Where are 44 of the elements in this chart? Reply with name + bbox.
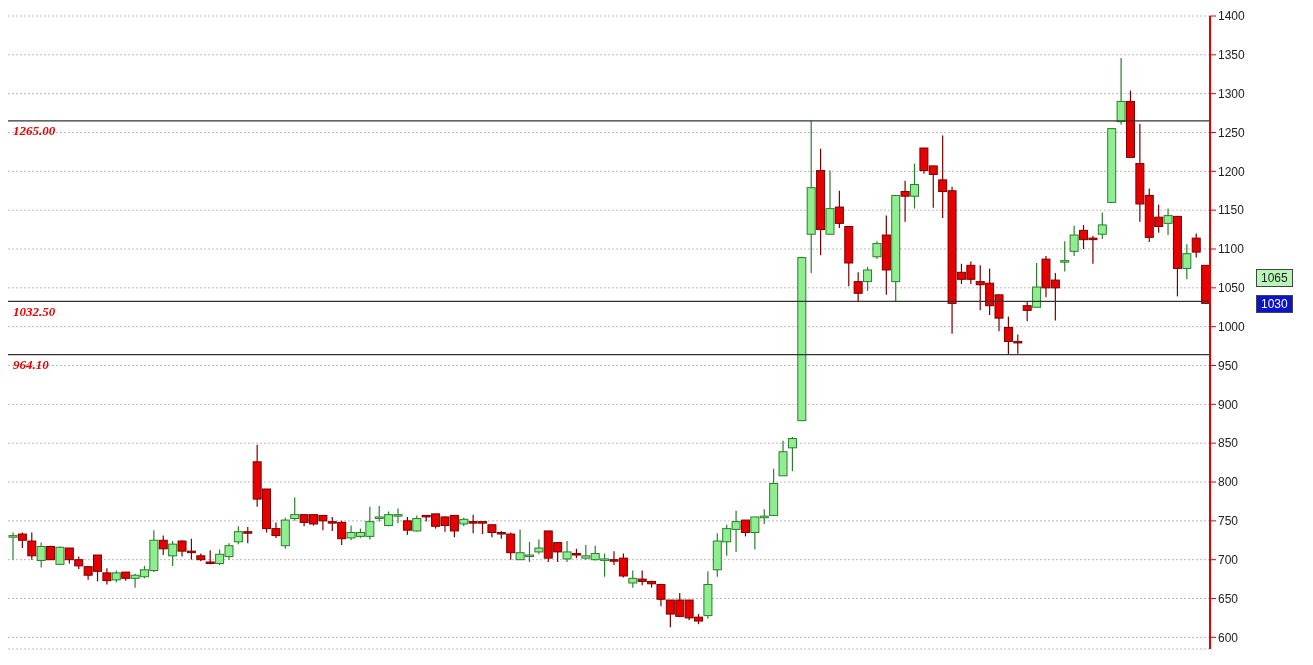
y-tick-label: 800 [1218, 475, 1239, 490]
y-tick-label: 700 [1218, 552, 1239, 567]
candlestick [910, 162, 919, 210]
candlestick [1069, 225, 1079, 257]
y-tick-label: 1100 [1218, 242, 1245, 257]
candlestick [1097, 211, 1107, 240]
candlestick [1191, 232, 1201, 259]
candlestick [787, 436, 797, 472]
candlestick [1060, 240, 1070, 273]
y-tick-label: 1250 [1218, 125, 1246, 140]
candlestick [290, 496, 300, 522]
y-tick-label: 650 [1218, 591, 1239, 606]
text: 1065 [1256, 269, 1293, 288]
candlestick [1022, 300, 1032, 322]
candlestick [36, 541, 46, 569]
y-tick-label: 1350 [1218, 48, 1246, 63]
y-tick-label: 1150 [1218, 203, 1245, 218]
y-tick-label: 1050 [1218, 281, 1246, 296]
y-tick-label: 600 [1218, 630, 1239, 645]
text: 1030 [1256, 295, 1293, 314]
candlestick [834, 190, 844, 229]
candlestick [168, 540, 178, 567]
y-tick-label: 1200 [1218, 164, 1246, 179]
candlestick [853, 271, 863, 303]
ref-line-label: 1032.50 [13, 303, 56, 319]
y-tick-label: 850 [1218, 436, 1239, 451]
candlestick [1182, 243, 1192, 280]
y-tick-label: 1400 [1218, 9, 1246, 24]
y-tick-label: 900 [1218, 397, 1239, 412]
candlestick [534, 538, 544, 555]
candlestick [8, 531, 18, 561]
y-tick-label: 1000 [1218, 319, 1246, 334]
candlestick [158, 535, 168, 556]
candlestick [863, 266, 873, 292]
candlestick [1163, 208, 1173, 236]
y-tick-label: 950 [1218, 358, 1239, 373]
candlestick [1032, 262, 1042, 308]
y-tick-label: 1300 [1218, 86, 1246, 101]
ref-line-label: 1265.00 [13, 123, 56, 139]
candlestick [900, 180, 910, 223]
candlestick [562, 540, 572, 563]
candlestick [1116, 57, 1126, 126]
ref-line-label: 964.10 [13, 356, 50, 372]
y-tick-label: 750 [1218, 514, 1239, 529]
